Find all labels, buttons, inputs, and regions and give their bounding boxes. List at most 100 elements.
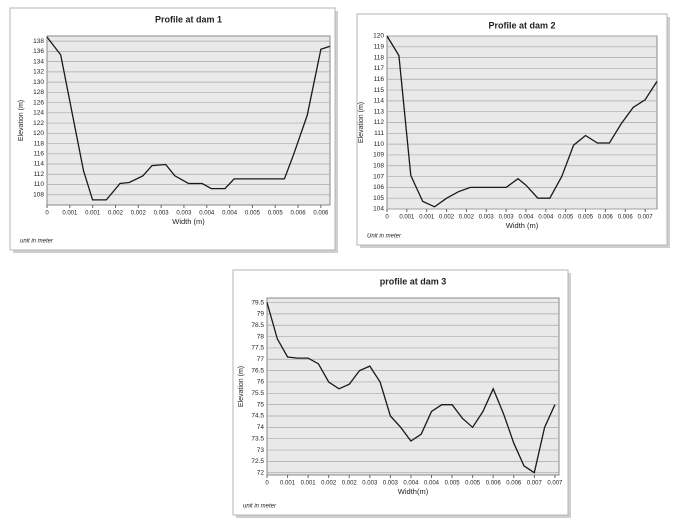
- x-tick-label: 0.002: [439, 215, 455, 221]
- x-tick-label: 0.005: [268, 211, 284, 217]
- y-tick-label: 115: [374, 87, 385, 94]
- y-tick-label: 113: [374, 108, 385, 115]
- y-tick-label: 74: [257, 424, 265, 431]
- annotation: Unit in meter: [367, 234, 402, 240]
- y-tick-label: 104: [373, 206, 384, 213]
- x-tick-label: 0.002: [108, 211, 124, 217]
- y-tick-label: 75.5: [251, 390, 264, 397]
- chart-panel: profile at dam 3 72 72.5 73 73.5 74 74.5 75 75.5…: [232, 269, 571, 518]
- y-tick-label: 78: [257, 333, 265, 340]
- x-tick-label: 0.004: [518, 215, 534, 221]
- x-tick-label: 0: [265, 481, 269, 487]
- chart-title: Profile at dam 1: [155, 14, 222, 24]
- y-tick-label: 116: [374, 76, 385, 83]
- y-tick-label: 109: [373, 152, 384, 159]
- x-tick-label: 0.007: [547, 481, 563, 487]
- x-tick-label: 0.004: [403, 481, 419, 487]
- y-tick-label: 120: [373, 33, 384, 40]
- y-tick-label: 122: [33, 120, 44, 127]
- x-tick-label: 0.003: [479, 215, 495, 221]
- x-tick-label: 0.003: [176, 211, 192, 217]
- y-tick-label: 118: [374, 54, 385, 61]
- y-tick-label: 124: [33, 110, 44, 117]
- annotation: unit in meter: [20, 239, 54, 245]
- plot-area: [266, 297, 560, 476]
- profile-line: [46, 36, 331, 201]
- x-tick-label: 0.001: [62, 211, 78, 217]
- y-tick-label: 114: [374, 98, 385, 105]
- y-tick-label: 75: [257, 401, 265, 408]
- x-tick-label: 0.002: [131, 211, 147, 217]
- x-tick-label: 0.001: [301, 481, 317, 487]
- profile-line: [386, 35, 658, 208]
- y-tick-label: 136: [33, 48, 44, 55]
- x-tick-label: 0.004: [538, 215, 554, 221]
- x-tick-label: 0.004: [222, 211, 238, 217]
- x-tick-label: 0.005: [558, 215, 574, 221]
- y-tick-label: 119: [374, 44, 385, 51]
- x-tick-label: 0.001: [419, 215, 435, 221]
- x-tick-label: 0.005: [578, 215, 594, 221]
- x-tick-label: 0.001: [399, 215, 415, 221]
- y-tick-label: 130: [33, 79, 44, 86]
- x-tick-label: 0.002: [342, 481, 358, 487]
- chart-panel: Profile at dam 1 108 110 112 114 116 118 120 122…: [9, 7, 338, 253]
- y-axis-label: Elevation (m): [358, 102, 365, 143]
- y-tick-label: 79: [257, 311, 265, 318]
- x-tick-label: 0: [385, 215, 389, 221]
- profile-line: [266, 302, 556, 474]
- plot-area: [46, 35, 331, 206]
- y-tick-label: 77: [257, 356, 265, 363]
- x-axis-label: Width (m): [172, 217, 205, 226]
- x-tick-label: 0.004: [199, 211, 215, 217]
- y-tick-label: 74.5: [251, 413, 264, 420]
- x-tick-label: 0.006: [486, 481, 502, 487]
- x-tick-label: 0.003: [499, 215, 515, 221]
- y-tick-label: 76.5: [251, 367, 264, 374]
- x-tick-label: 0: [45, 211, 49, 217]
- y-tick-label: 117: [374, 65, 385, 72]
- x-tick-label: 0.006: [598, 215, 614, 221]
- y-tick-label: 134: [33, 58, 44, 65]
- x-tick-label: 0.005: [245, 211, 261, 217]
- y-tick-label: 111: [374, 130, 384, 137]
- y-tick-label: 128: [33, 89, 44, 96]
- x-tick-label: 0.006: [291, 211, 307, 217]
- x-tick-label: 0.002: [459, 215, 475, 221]
- y-axis-label: Elevation (m): [18, 100, 25, 141]
- y-tick-label: 126: [33, 99, 44, 106]
- y-axis-label: Elevation (m): [238, 366, 245, 407]
- annotation: unit in meter: [243, 504, 277, 510]
- x-tick-label: 0.003: [154, 211, 170, 217]
- y-tick-label: 112: [374, 119, 385, 126]
- y-tick-label: 138: [33, 38, 44, 45]
- x-axis-label: Width(m): [398, 487, 429, 496]
- y-tick-label: 116: [34, 151, 45, 158]
- y-tick-label: 108: [373, 162, 384, 169]
- y-tick-label: 108: [33, 191, 44, 198]
- y-tick-label: 132: [33, 69, 44, 76]
- y-tick-label: 72: [257, 469, 265, 476]
- y-tick-label: 118: [34, 140, 45, 147]
- y-tick-label: 79.5: [251, 299, 264, 306]
- x-tick-label: 0.006: [618, 215, 634, 221]
- chart-title: profile at dam 3: [380, 276, 447, 286]
- y-tick-label: 105: [373, 195, 384, 202]
- y-tick-label: 106: [373, 184, 384, 191]
- y-tick-label: 73.5: [251, 435, 264, 442]
- x-tick-label: 0.005: [465, 481, 481, 487]
- x-tick-label: 0.003: [383, 481, 399, 487]
- x-axis-label: Width (m): [506, 221, 539, 230]
- x-tick-label: 0.001: [85, 211, 101, 217]
- x-tick-label: 0.007: [638, 215, 654, 221]
- x-tick-label: 0.006: [313, 211, 329, 217]
- x-tick-label: 0.004: [424, 481, 440, 487]
- x-tick-label: 0.003: [362, 481, 378, 487]
- y-tick-label: 72.5: [251, 458, 264, 465]
- x-tick-label: 0.001: [280, 481, 296, 487]
- y-tick-label: 114: [34, 161, 45, 168]
- y-tick-label: 110: [374, 141, 385, 148]
- x-tick-label: 0.006: [506, 481, 522, 487]
- y-tick-label: 76: [257, 379, 265, 386]
